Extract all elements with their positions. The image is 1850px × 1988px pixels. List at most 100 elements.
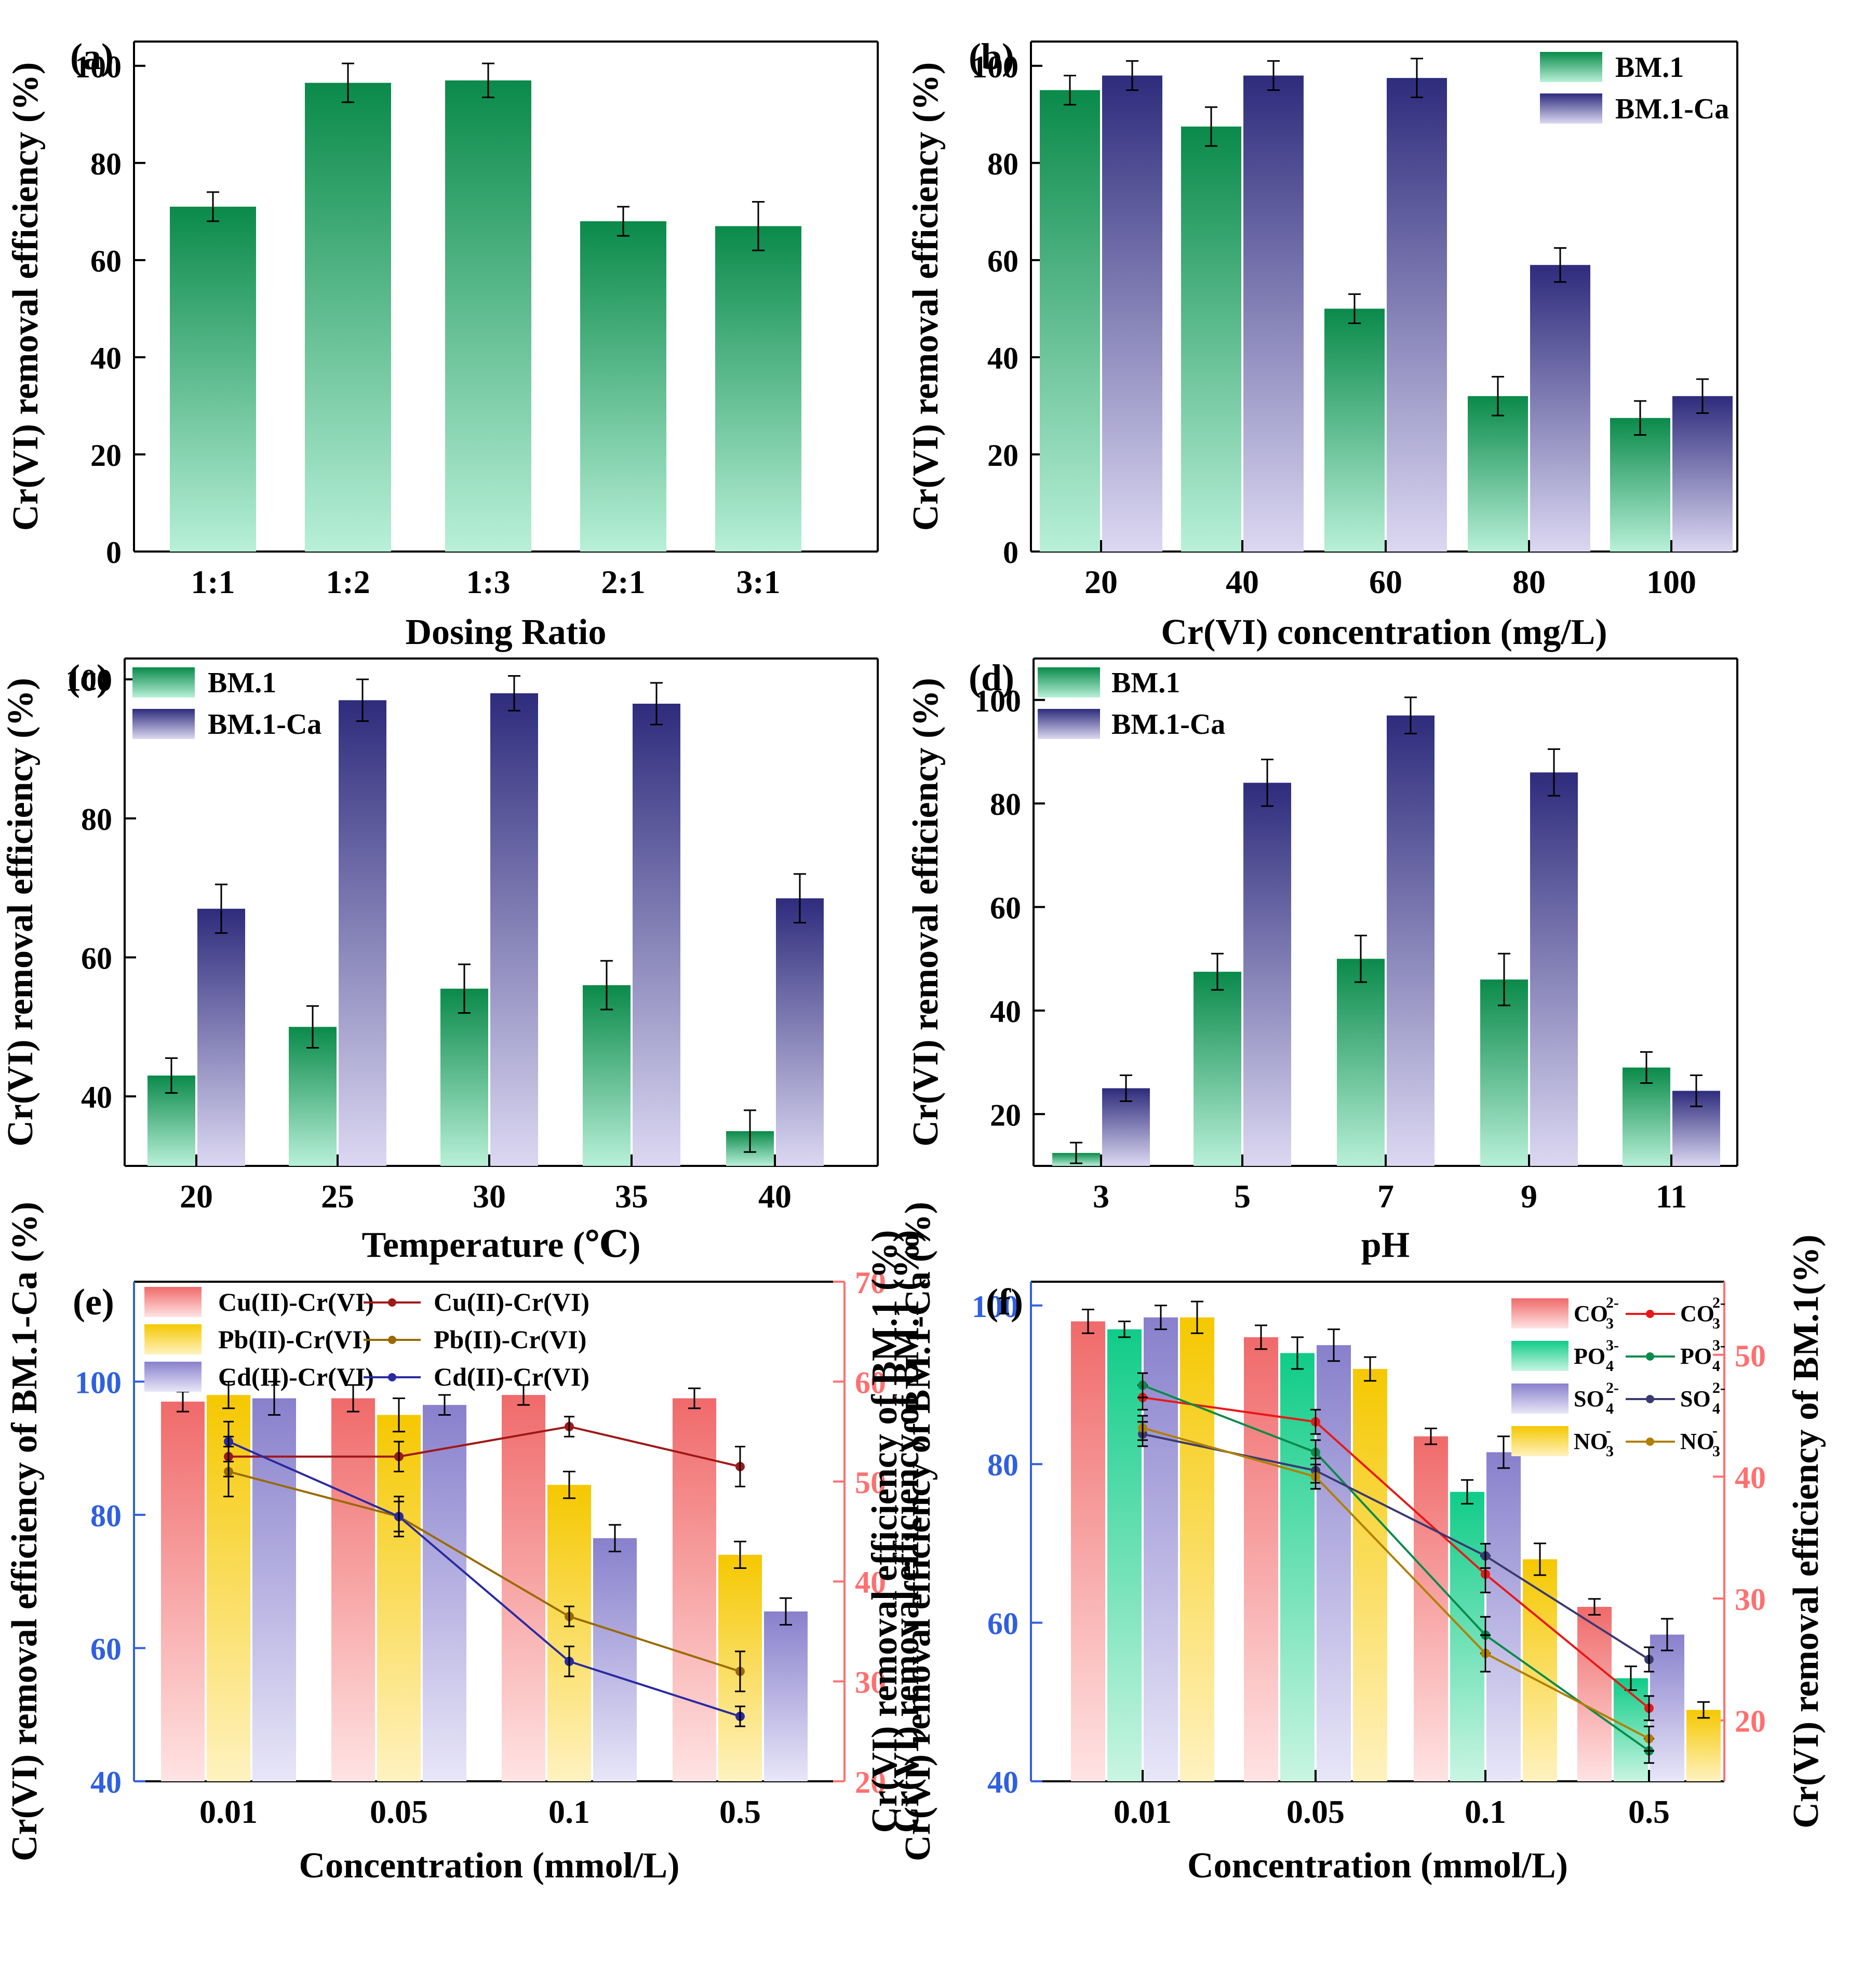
legend-label: NO	[1680, 1429, 1714, 1454]
y2-tick-label: 30	[1735, 1582, 1766, 1617]
y-tick-label: 40	[987, 341, 1018, 375]
bar	[170, 206, 256, 552]
y-tick-label: 40	[90, 341, 122, 375]
y-tick-label: 80	[81, 802, 112, 837]
y2-tick-label: 40	[1735, 1460, 1766, 1495]
legend-label-sub: 4	[1712, 1358, 1720, 1375]
y-tick-label: 100	[65, 663, 112, 697]
y-tick-label: 80	[987, 1448, 1018, 1482]
bar	[593, 1538, 637, 1781]
y-tick-label: 20	[90, 438, 122, 473]
x-tick-label: 3	[1093, 1178, 1109, 1215]
x-tick-label: 0.1	[548, 1793, 590, 1830]
bar	[502, 1395, 545, 1781]
y-axis-label: Cr(VI) removal efficiency (%)	[6, 62, 46, 531]
y2-tick-label: 20	[855, 1765, 886, 1799]
bar	[1107, 1329, 1142, 1781]
legend-marker	[388, 1298, 396, 1307]
x-tick-label: 0.5	[719, 1793, 761, 1830]
x-tick-label: 25	[321, 1178, 354, 1215]
bar	[331, 1398, 375, 1781]
legend-swatch	[144, 1362, 202, 1392]
legend-e: Cu(II)-Cr(VI) Cu(II)-Cr(VI) Pb(II)-Cr(VI) P…	[144, 1287, 589, 1392]
y2-tick-label: 60	[855, 1365, 886, 1400]
legend-b: BM.1 BM.1-Ca	[1540, 51, 1729, 125]
x-axis-label: Concentration (mmol/L)	[1187, 1846, 1568, 1886]
y-axis-label: Cr(VI) removal efficiency of BM.1-Ca (%)	[5, 1202, 45, 1861]
bar	[1181, 126, 1241, 552]
bar	[1280, 1353, 1315, 1781]
panel-label: (b)	[969, 36, 1014, 77]
bar	[339, 700, 386, 1166]
legend-label: NO	[1574, 1429, 1608, 1454]
x-axis-label: Temperature (℃)	[362, 1225, 641, 1265]
bar	[1672, 396, 1733, 552]
panel-label: (e)	[73, 1281, 114, 1323]
legend-label-sup: -	[1712, 1422, 1718, 1439]
bar	[1387, 715, 1435, 1166]
y2-tick-label: 40	[855, 1565, 886, 1600]
panel-a: 0 20 40 60 80 100 1:1 1:2 1:3 2:1 3:1 (a) Dosing Rat…	[6, 36, 879, 652]
legend-label: BM.1	[1615, 51, 1684, 84]
panel-c: 40 60 80 100 20 25 30 35 40 (c) Temperature (℃) Cr(…	[1, 657, 879, 1265]
bar	[1523, 1559, 1557, 1781]
legend-marker	[388, 1336, 396, 1344]
legend-label: Cd(II)-Cr(VI)	[218, 1362, 374, 1391]
bar	[1180, 1317, 1214, 1781]
bar	[1623, 1067, 1670, 1166]
x-tick-label: 35	[615, 1178, 648, 1215]
legend-label: CO	[1680, 1301, 1714, 1326]
bar	[1486, 1452, 1521, 1781]
bar	[1102, 75, 1162, 552]
y-axis-label: Cr(VI) removal efficiency (%)	[1, 678, 41, 1147]
legend-label-sup: 3-	[1606, 1337, 1619, 1354]
bar	[583, 985, 631, 1166]
bar	[1650, 1634, 1684, 1781]
bar	[1387, 78, 1447, 552]
series-line	[1142, 1433, 1650, 1661]
bar	[1324, 308, 1385, 552]
legend-label: Pb(II)-Cr(VI)	[218, 1325, 371, 1354]
y-axis-label: Cr(VI) removal efficiency (%)	[906, 62, 946, 531]
legend-label-sub: 3	[1712, 1443, 1720, 1460]
legend-label: Pb(II)-Cr(VI)	[434, 1325, 586, 1354]
panel-label: (f)	[986, 1281, 1023, 1323]
y-axis-label-overlap: Cr(VI) removal efficiency of BM.1 (%)	[865, 1230, 905, 1833]
x-tick-label: 3:1	[736, 563, 780, 600]
bar	[1337, 959, 1385, 1166]
x-axis-label: Dosing Ratio	[406, 612, 607, 652]
bar	[1480, 979, 1528, 1166]
bar	[1071, 1321, 1105, 1781]
legend-label: BM.1	[208, 667, 276, 699]
bar	[776, 898, 824, 1166]
y-tick-label: 60	[90, 244, 122, 278]
legend-label: BM.1-Ca	[1111, 708, 1225, 741]
bar	[764, 1611, 808, 1781]
bar	[197, 908, 245, 1166]
x-tick-label: 5	[1234, 1178, 1251, 1215]
legend-label-sup: 2-	[1606, 1379, 1619, 1396]
y-tick-label: 60	[987, 244, 1018, 278]
x-tick-label: 40	[758, 1178, 792, 1215]
bar	[440, 988, 488, 1166]
y-tick-label: 80	[987, 147, 1018, 181]
y-tick-label: 40	[990, 995, 1021, 1029]
x-tick-label: 0.5	[1628, 1793, 1670, 1830]
panel-label: (c)	[68, 657, 109, 699]
bar	[547, 1485, 591, 1781]
y-tick-label: 100	[974, 684, 1021, 718]
legend-label-sub: 3	[1606, 1315, 1614, 1332]
legend-label-sup: 2-	[1606, 1294, 1619, 1311]
bar	[1577, 1607, 1612, 1781]
bar	[1040, 90, 1100, 552]
bar	[377, 1415, 421, 1781]
bar	[1530, 265, 1590, 552]
y-tick-label: 100	[972, 50, 1018, 84]
legend-swatch	[1511, 1383, 1569, 1414]
y-tick-label: 60	[81, 941, 112, 975]
x-axis-label: Cr(VI) concentration (mg/L)	[1161, 612, 1607, 652]
legend-label: Cu(II)-Cr(VI)	[434, 1287, 589, 1317]
legend-label-sub: 4	[1606, 1400, 1614, 1417]
y-tick-label: 0	[106, 535, 122, 570]
